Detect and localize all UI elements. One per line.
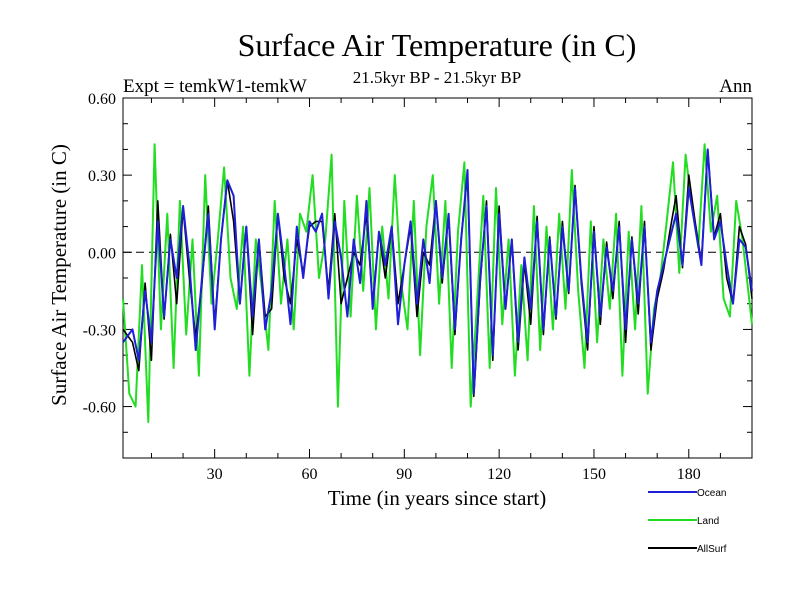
y-tick-label: 0.00 [88,245,116,262]
axis-ticks: 30 60 90 120 150 180 0.60 0.30 0.00 -0.30 -0.60 [83,91,753,483]
series-lines [122,143,753,423]
chart-title: Surface Air Temperature (in C) [238,27,637,63]
series-line-land [122,143,753,423]
series-line-ocean [122,148,753,395]
legend-label-ocean: Ocean [697,488,726,499]
y-tick-label: -0.60 [83,400,116,417]
legend-label-allsurf: AllSurf [697,544,727,555]
x-axis-label: Time (in years since start) [328,486,547,510]
legend-label-land: Land [697,516,719,527]
x-tick-label: 120 [487,466,511,483]
experiment-label: Expt = temkW1-temkW [123,76,307,97]
period-label: 21.5kyr BP - 21.5kyr BP [353,68,521,87]
x-tick-label: 30 [207,466,223,483]
y-tick-label: 0.60 [88,91,116,108]
y-tick-label: -0.30 [83,322,116,339]
x-tick-label: 180 [677,466,701,483]
y-axis-label: Surface Air Temperature (in C) [47,144,71,406]
y-tick-label: 0.30 [88,168,116,185]
season-label: Ann [719,76,752,97]
x-tick-label: 150 [582,466,606,483]
legend: Ocean Land AllSurf [648,488,727,555]
x-tick-label: 90 [396,466,412,483]
x-tick-label: 60 [301,466,317,483]
